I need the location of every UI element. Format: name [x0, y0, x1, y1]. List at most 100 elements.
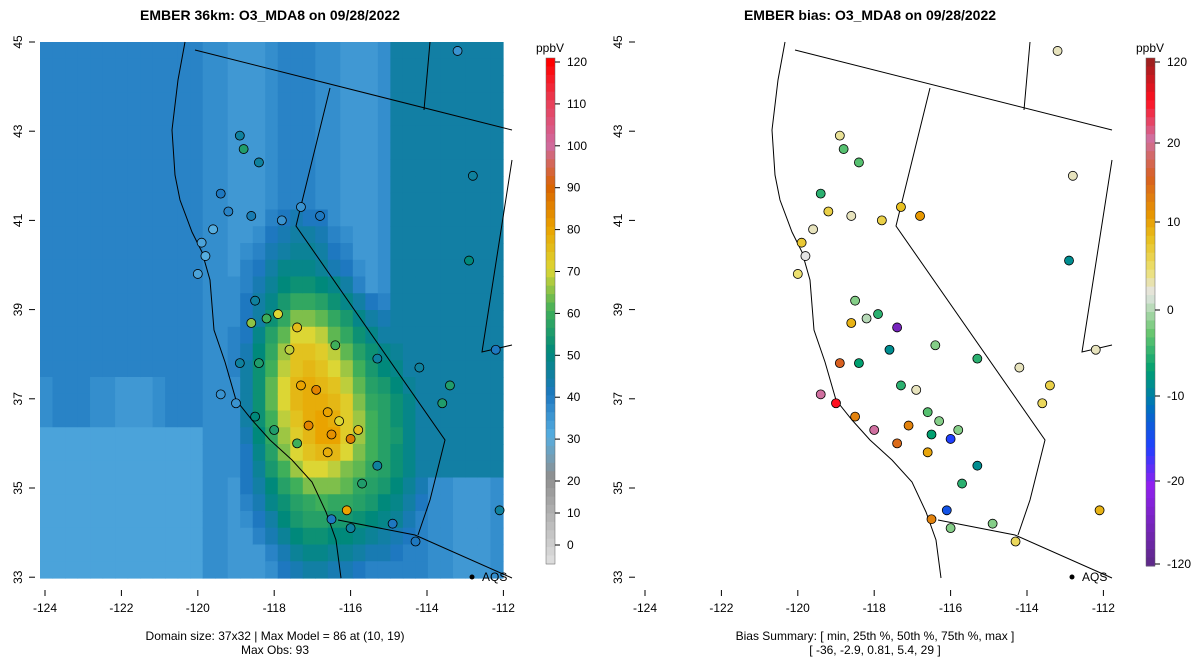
- grid-cell: [165, 544, 179, 562]
- colorbar-tick-label: -20: [1167, 474, 1185, 488]
- grid-cell: [52, 142, 66, 160]
- grid-cell: [290, 243, 304, 261]
- colorbar-tick-label: 0: [567, 538, 574, 552]
- grid-cell: [140, 42, 154, 60]
- grid-cell: [277, 377, 291, 395]
- grid-cell: [340, 243, 354, 261]
- grid-cell: [415, 377, 429, 395]
- grid-cell: [452, 477, 467, 495]
- grid-cell: [302, 561, 316, 579]
- grid-cell: [277, 561, 291, 579]
- grid-cell: [127, 209, 141, 227]
- grid-cell: [327, 276, 341, 294]
- grid-cell: [365, 494, 379, 512]
- grid-cell: [165, 561, 179, 579]
- grid-cell: [315, 176, 329, 194]
- station-marker: [903, 420, 914, 431]
- grid-cell: [102, 410, 116, 428]
- grid-cell: [140, 226, 154, 244]
- grid-cell: [377, 226, 391, 244]
- grid-cell: [177, 393, 191, 412]
- grid-cell: [315, 276, 329, 294]
- station-marker: [792, 269, 803, 279]
- colorbar-swatch: [1146, 125, 1155, 135]
- grid-cell: [390, 427, 404, 445]
- grid-cell: [302, 226, 316, 244]
- grid-cell: [327, 142, 341, 160]
- grid-cell: [390, 444, 404, 462]
- grid-cell: [90, 58, 104, 77]
- grid-cell: [415, 109, 429, 127]
- grid-cell: [215, 42, 229, 60]
- colorbar-swatch: [546, 285, 555, 295]
- grid-cell: [190, 360, 204, 378]
- grid-cell: [152, 109, 166, 127]
- grid-cell: [252, 427, 266, 445]
- grid-cell: [227, 326, 241, 345]
- state-border: [1081, 159, 1113, 353]
- grid-cell: [340, 192, 354, 211]
- grid-cell: [127, 494, 141, 512]
- grid-cell: [477, 444, 492, 462]
- footer-text: Bias Summary: [ min, 25th %, 50th %, 75t…: [736, 629, 1015, 643]
- grid-cell: [202, 494, 216, 512]
- grid-cell: [177, 42, 191, 60]
- grid-cell: [40, 243, 54, 261]
- grid-cell: [40, 343, 54, 361]
- station-marker: [796, 237, 807, 248]
- grid-cell: [240, 75, 254, 93]
- grid-cell: [152, 276, 166, 294]
- grid-cell: [427, 226, 442, 244]
- grid-cell: [52, 58, 66, 77]
- station-marker: [953, 425, 964, 435]
- grid-cell: [302, 176, 316, 194]
- station-marker: [850, 411, 860, 422]
- grid-cell: [202, 142, 216, 160]
- grid-cell: [140, 444, 154, 462]
- grid-cell: [90, 377, 104, 395]
- station-marker: [926, 429, 937, 440]
- grid-cell: [102, 444, 116, 462]
- grid-cell: [127, 176, 141, 194]
- grid-cell: [215, 276, 229, 294]
- station-marker: [192, 269, 203, 279]
- grid-cell: [202, 192, 216, 211]
- grid-cell: [40, 125, 54, 144]
- station-marker: [1037, 398, 1048, 409]
- grid-cell: [52, 460, 66, 479]
- grid-cell: [102, 209, 116, 227]
- colorbar-tick-label: 50: [567, 348, 581, 362]
- grid-cell: [202, 343, 216, 361]
- grid-cell: [290, 276, 304, 294]
- colorbar-swatch: [1146, 168, 1155, 178]
- colorbar-swatch: [546, 530, 555, 540]
- grid-cell: [90, 393, 104, 412]
- grid-cell: [277, 92, 291, 110]
- grid-cell: [127, 293, 141, 311]
- grid-cell: [352, 243, 366, 261]
- x-tick-label: -116: [939, 601, 962, 615]
- grid-cell: [290, 460, 304, 479]
- grid-cell: [152, 259, 166, 278]
- grid-cell: [465, 226, 479, 244]
- grid-cell: [77, 444, 91, 462]
- grid-cell: [390, 159, 404, 177]
- grid-cell: [165, 477, 179, 495]
- grid-cell: [165, 326, 179, 345]
- grid-cell: [190, 444, 204, 462]
- grid-cell: [352, 494, 366, 512]
- colorbar-tick-label: 90: [567, 181, 581, 195]
- grid-cell: [215, 293, 229, 311]
- grid-cell: [127, 360, 141, 378]
- grid-cell: [477, 511, 492, 529]
- grid-cell: [127, 192, 141, 211]
- grid-cell: [477, 410, 492, 428]
- colorbar-swatch: [1146, 337, 1155, 347]
- grid-cell: [340, 477, 354, 495]
- grid-cell: [127, 259, 141, 278]
- grid-cell: [290, 511, 304, 529]
- grid-cell: [352, 326, 366, 345]
- grid-cell: [490, 544, 504, 562]
- grid-cell: [102, 427, 116, 445]
- grid-cell: [477, 92, 492, 110]
